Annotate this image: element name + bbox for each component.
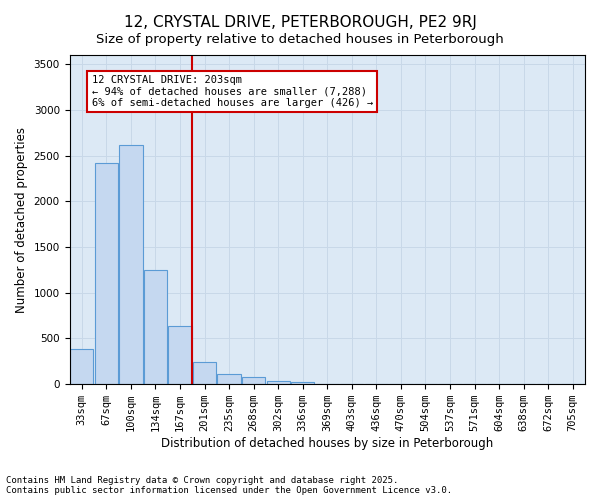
- Text: Contains HM Land Registry data © Crown copyright and database right 2025.
Contai: Contains HM Land Registry data © Crown c…: [6, 476, 452, 495]
- Text: 12, CRYSTAL DRIVE, PETERBOROUGH, PE2 9RJ: 12, CRYSTAL DRIVE, PETERBOROUGH, PE2 9RJ: [124, 15, 476, 30]
- Y-axis label: Number of detached properties: Number of detached properties: [15, 126, 28, 312]
- Bar: [119, 144, 143, 384]
- Bar: [242, 378, 265, 384]
- Bar: [193, 362, 216, 384]
- Bar: [169, 326, 191, 384]
- Bar: [70, 348, 94, 384]
- Bar: [291, 382, 314, 384]
- Bar: [95, 163, 118, 384]
- Bar: [266, 380, 290, 384]
- Text: Size of property relative to detached houses in Peterborough: Size of property relative to detached ho…: [96, 32, 504, 46]
- Text: 12 CRYSTAL DRIVE: 203sqm
← 94% of detached houses are smaller (7,288)
6% of semi: 12 CRYSTAL DRIVE: 203sqm ← 94% of detach…: [92, 75, 373, 108]
- X-axis label: Distribution of detached houses by size in Peterborough: Distribution of detached houses by size …: [161, 437, 493, 450]
- Bar: [217, 374, 241, 384]
- Bar: [144, 270, 167, 384]
